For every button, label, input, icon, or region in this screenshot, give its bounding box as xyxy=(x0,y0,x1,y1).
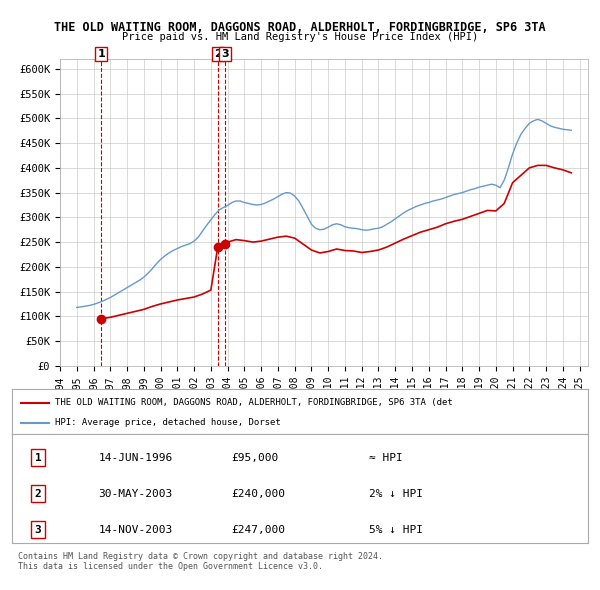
Text: 14-JUN-1996: 14-JUN-1996 xyxy=(98,453,173,463)
Text: 2% ↓ HPI: 2% ↓ HPI xyxy=(369,489,423,499)
Text: Price paid vs. HM Land Registry's House Price Index (HPI): Price paid vs. HM Land Registry's House … xyxy=(122,32,478,42)
Text: 5% ↓ HPI: 5% ↓ HPI xyxy=(369,525,423,535)
Text: 2: 2 xyxy=(35,489,41,499)
Text: THE OLD WAITING ROOM, DAGGONS ROAD, ALDERHOLT, FORDINGBRIDGE, SP6 3TA: THE OLD WAITING ROOM, DAGGONS ROAD, ALDE… xyxy=(54,21,546,34)
Text: £247,000: £247,000 xyxy=(231,525,285,535)
Text: 14-NOV-2003: 14-NOV-2003 xyxy=(98,525,173,535)
Text: £240,000: £240,000 xyxy=(231,489,285,499)
Text: 1: 1 xyxy=(35,453,41,463)
Text: ≈ HPI: ≈ HPI xyxy=(369,453,403,463)
Text: 30-MAY-2003: 30-MAY-2003 xyxy=(98,489,173,499)
Text: HPI: Average price, detached house, Dorset: HPI: Average price, detached house, Dors… xyxy=(55,418,281,427)
Text: 1: 1 xyxy=(97,49,105,59)
Text: 3: 3 xyxy=(35,525,41,535)
Text: 2: 2 xyxy=(214,49,221,59)
Text: 3: 3 xyxy=(221,49,229,59)
Text: Contains HM Land Registry data © Crown copyright and database right 2024.
This d: Contains HM Land Registry data © Crown c… xyxy=(18,552,383,571)
Text: £95,000: £95,000 xyxy=(231,453,278,463)
Text: THE OLD WAITING ROOM, DAGGONS ROAD, ALDERHOLT, FORDINGBRIDGE, SP6 3TA (det: THE OLD WAITING ROOM, DAGGONS ROAD, ALDE… xyxy=(55,398,453,407)
